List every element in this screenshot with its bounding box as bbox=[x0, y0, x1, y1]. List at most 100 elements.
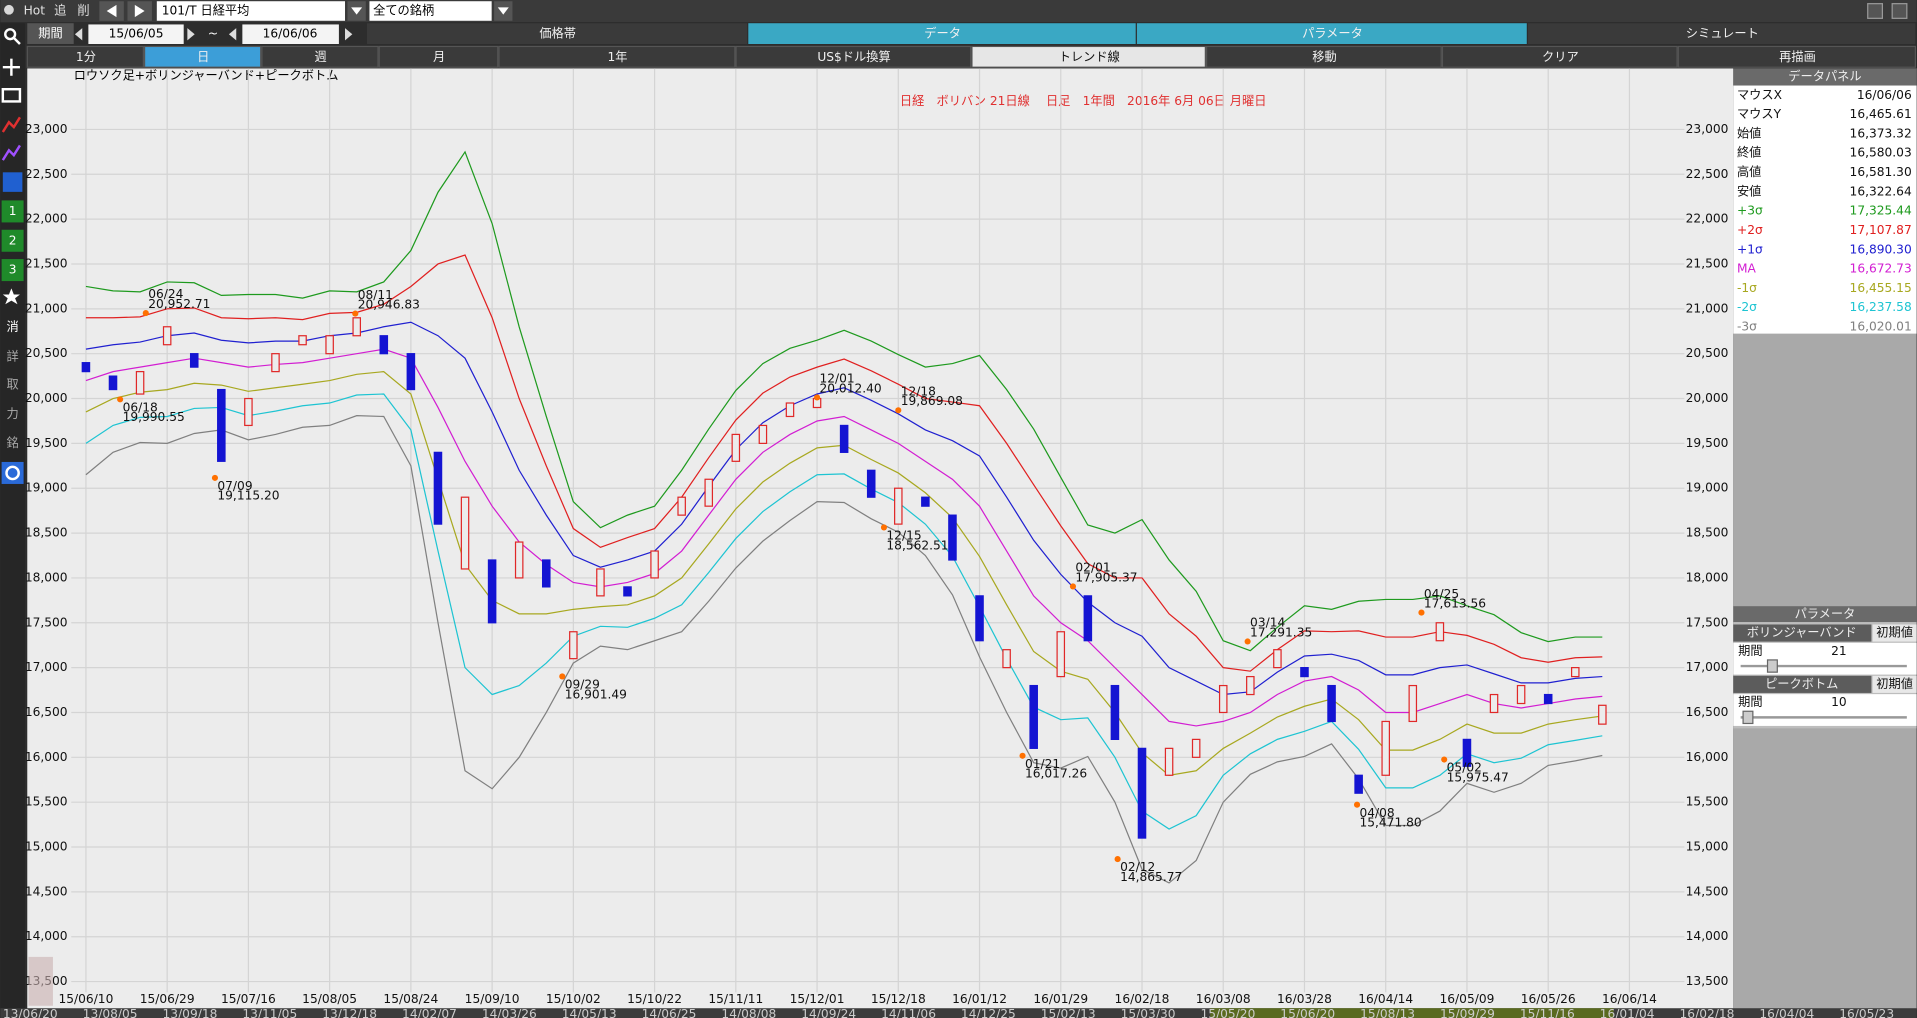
candle bbox=[1218, 684, 1228, 714]
annotation-value: 16,017.26 bbox=[1025, 767, 1087, 781]
timeline-label: 15/06/20 bbox=[1280, 1007, 1335, 1018]
panel-band-value: 16,890.30 bbox=[1850, 242, 1912, 256]
settings-icon[interactable] bbox=[1, 461, 24, 484]
y-tick-label-right: 18,500 bbox=[1686, 526, 1729, 540]
parameter-panel-header bbox=[1733, 606, 1917, 623]
y-tick-label-right: 15,500 bbox=[1686, 795, 1729, 809]
toolbar-button[interactable] bbox=[498, 45, 736, 68]
timeline-label: 15/09/29 bbox=[1440, 1007, 1495, 1018]
timeline-label: 16/04/04 bbox=[1759, 1007, 1814, 1018]
annotation-value: 20,012.40 bbox=[820, 381, 882, 395]
candle bbox=[704, 478, 714, 507]
candle bbox=[1273, 649, 1282, 669]
tab[interactable] bbox=[748, 23, 1136, 44]
period-label: 期間 bbox=[38, 27, 62, 41]
panel-label: 終値 bbox=[1737, 145, 1761, 160]
mini-icons[interactable] bbox=[28, 956, 53, 1006]
side-button[interactable] bbox=[1, 259, 24, 282]
y-tick-label-right: 23,000 bbox=[1686, 122, 1729, 136]
candle bbox=[1300, 667, 1309, 678]
dropdown-arrow bbox=[497, 7, 509, 15]
hot-button[interactable]: Hot bbox=[24, 3, 46, 17]
annotation-date: 02/01 bbox=[1075, 561, 1110, 575]
toolbar-button[interactable] bbox=[1205, 45, 1442, 68]
peak-bottom-marker bbox=[559, 673, 566, 680]
star-icon[interactable] bbox=[2, 288, 20, 305]
toolbar-button[interactable] bbox=[378, 45, 499, 68]
tab[interactable] bbox=[1527, 23, 1916, 44]
candle bbox=[1327, 684, 1336, 723]
universe-input[interactable] bbox=[369, 1, 492, 21]
candle bbox=[514, 541, 524, 579]
side-button[interactable] bbox=[1, 229, 24, 252]
candle bbox=[1462, 738, 1472, 767]
panel-band-label: +3σ bbox=[1737, 204, 1763, 218]
toolbar-button[interactable] bbox=[1441, 45, 1678, 68]
annotation-value: 20,946.83 bbox=[358, 298, 420, 312]
y-tick-label-right: 16,500 bbox=[1686, 705, 1729, 719]
candle bbox=[596, 568, 605, 597]
timeline-label: 15/02/13 bbox=[1041, 1007, 1096, 1018]
toolbar-button[interactable] bbox=[971, 45, 1206, 68]
candle bbox=[894, 487, 903, 525]
annotation-date: 01/21 bbox=[1025, 757, 1060, 771]
y-tick-label: 14,500 bbox=[25, 884, 68, 898]
bulb-icon[interactable] bbox=[4, 4, 14, 15]
slider-thumb[interactable] bbox=[1766, 659, 1778, 673]
band-line bbox=[85, 321, 1603, 696]
timeline-strip[interactable] bbox=[0, 1008, 1917, 1018]
close-button[interactable] bbox=[1891, 3, 1908, 19]
section-name: ボリンジャーバンド bbox=[1747, 626, 1857, 640]
timeline-label: 13/08/05 bbox=[83, 1007, 138, 1018]
x-tick-label: 15/11/11 bbox=[708, 992, 763, 1006]
chart-title: 日経 ボリバン 21日線 日足 1年間 2016年 6月 06日 月曜日 bbox=[900, 93, 1267, 108]
panel-value: 16,581.30 bbox=[1850, 165, 1912, 179]
side-button-label: 2 bbox=[9, 233, 17, 247]
y-tick-label: 15,500 bbox=[25, 795, 68, 809]
candle bbox=[569, 631, 578, 660]
peak-bottom-marker bbox=[1019, 752, 1026, 759]
symbol-text: 101/T 日経平均 bbox=[162, 3, 250, 17]
timeline-window[interactable] bbox=[1210, 1008, 1614, 1018]
candle bbox=[785, 402, 795, 418]
add-button[interactable]: 追 bbox=[54, 2, 66, 17]
tab[interactable] bbox=[367, 23, 748, 44]
panel-band-value: 16,020.01 bbox=[1850, 320, 1912, 334]
toolbar-button[interactable] bbox=[1677, 45, 1917, 68]
end-date-input[interactable] bbox=[242, 24, 339, 44]
delete-button[interactable]: 削 bbox=[77, 3, 89, 17]
candle bbox=[379, 335, 389, 355]
y-tick-label: 19,000 bbox=[25, 481, 68, 495]
candle bbox=[189, 353, 199, 368]
x-tick-label: 16/02/18 bbox=[1115, 992, 1170, 1006]
tab[interactable] bbox=[1136, 23, 1527, 44]
annotation-value: 19,115.20 bbox=[217, 489, 279, 503]
toolbar-button-label: クリア bbox=[1542, 50, 1579, 64]
y-tick-label-right: 14,000 bbox=[1686, 929, 1729, 943]
start-date-input[interactable] bbox=[88, 24, 184, 44]
minimize-button[interactable] bbox=[1867, 3, 1884, 19]
y-tick-label: 16,500 bbox=[25, 705, 68, 719]
panel-label: 安値 bbox=[1737, 183, 1761, 198]
start-date: 15/06/05 bbox=[109, 27, 164, 41]
toolbar-button[interactable] bbox=[26, 45, 144, 68]
flag-icon[interactable] bbox=[2, 172, 23, 192]
y-tick-label: 21,000 bbox=[25, 301, 68, 315]
period-button[interactable] bbox=[27, 23, 74, 44]
symbol-input[interactable] bbox=[156, 1, 346, 21]
chart-area bbox=[27, 68, 1734, 1010]
side-button[interactable] bbox=[1, 200, 24, 223]
field-label: 期間 bbox=[1738, 644, 1762, 658]
y-tick-label: 21,500 bbox=[25, 256, 68, 270]
toolbar-button[interactable] bbox=[261, 45, 379, 68]
slider-thumb[interactable] bbox=[1742, 710, 1754, 725]
side-button-label: 詳 bbox=[6, 348, 18, 363]
peak-bottom-marker bbox=[211, 474, 219, 481]
toolbar-button[interactable] bbox=[143, 45, 262, 68]
reset-button[interactable] bbox=[1872, 624, 1917, 642]
reset-button[interactable] bbox=[1872, 675, 1917, 693]
y-tick-label-right: 22,000 bbox=[1686, 212, 1729, 226]
toolbar-button[interactable] bbox=[735, 45, 972, 68]
